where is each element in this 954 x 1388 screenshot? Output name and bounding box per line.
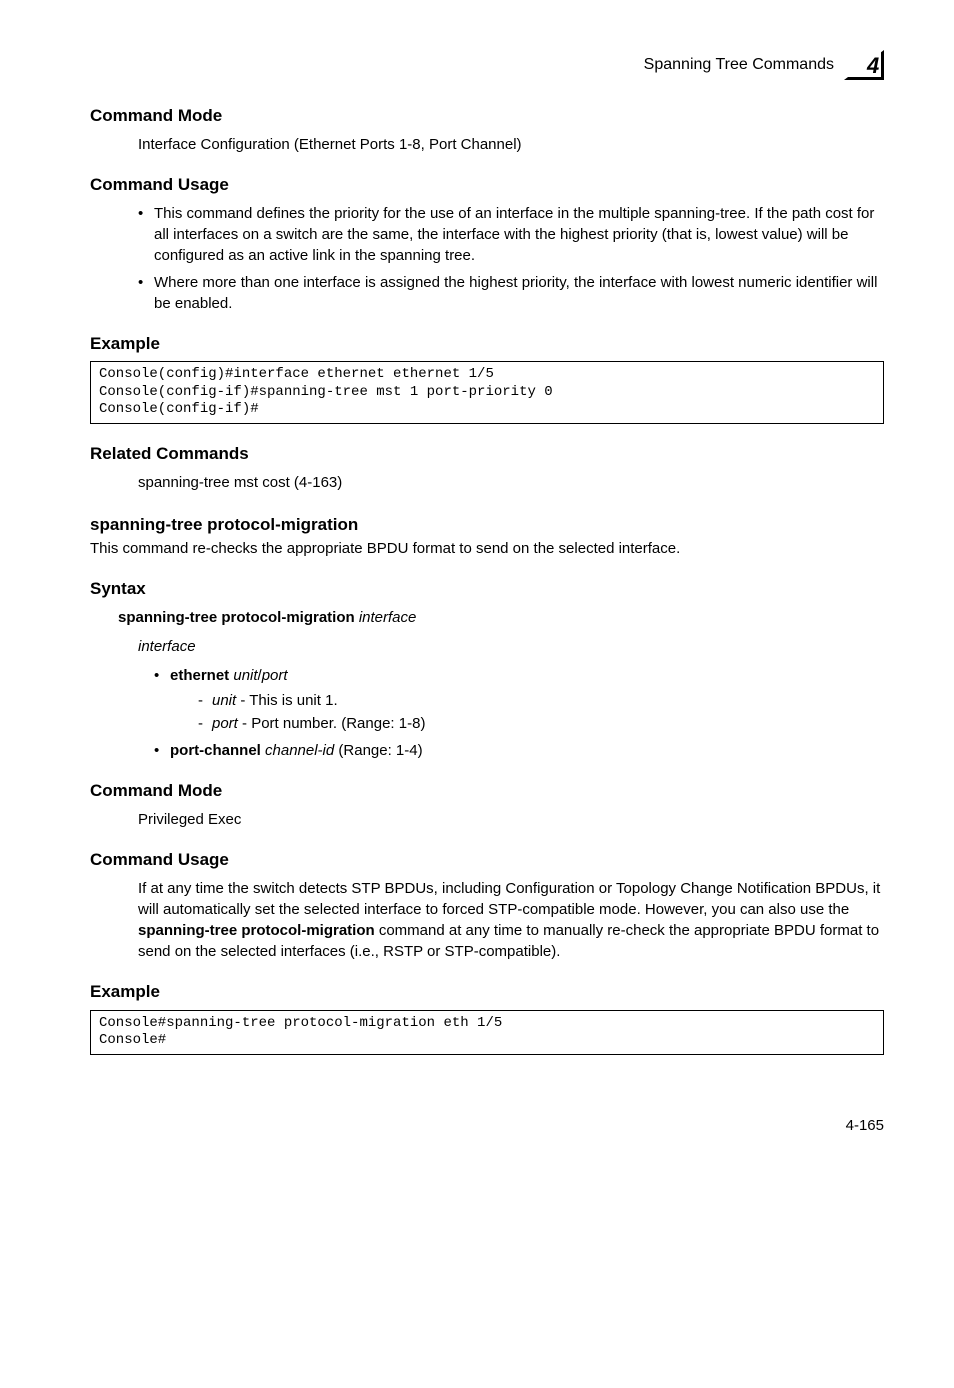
heading-command-mode-2: Command Mode bbox=[90, 779, 884, 803]
heading-related-commands: Related Commands bbox=[90, 442, 884, 466]
opt-ethernet-bold: ethernet bbox=[170, 667, 229, 684]
usage-pre: If at any time the switch detects STP BP… bbox=[138, 880, 880, 918]
opt-pc-bold: port-channel bbox=[170, 742, 261, 759]
heading-command-mode-1: Command Mode bbox=[90, 104, 884, 128]
sub-port-ital: port bbox=[212, 715, 238, 732]
heading-command-usage-2: Command Usage bbox=[90, 848, 884, 872]
syntax-arg: interface bbox=[355, 609, 417, 626]
sub-port: port - Port number. (Range: 1-8) bbox=[198, 713, 884, 734]
sub-port-rest: - Port number. (Range: 1-8) bbox=[238, 715, 426, 732]
heading-example-2: Example bbox=[90, 980, 884, 1004]
opt-ethernet-unit: unit bbox=[229, 667, 257, 684]
syntax-option-ethernet: ethernet unit/port unit - This is unit 1… bbox=[154, 665, 884, 734]
heading-command-usage-1: Command Usage bbox=[90, 173, 884, 197]
opt-pc-rest: (Range: 1-4) bbox=[334, 742, 422, 759]
text-command-mode-2: Privileged Exec bbox=[138, 809, 884, 830]
heading-example-1: Example bbox=[90, 332, 884, 356]
code-example-1: Console(config)#interface ethernet ether… bbox=[90, 361, 884, 424]
syntax-block: spanning-tree protocol-migration interfa… bbox=[118, 607, 884, 761]
usage-bullets-1: This command defines the priority for th… bbox=[90, 203, 884, 314]
usage-bullet: Where more than one interface is assigne… bbox=[138, 272, 884, 314]
sub-unit-rest: - This is unit 1. bbox=[236, 692, 337, 709]
usage-bullet: This command defines the priority for th… bbox=[138, 203, 884, 266]
opt-ethernet-port: port bbox=[262, 667, 288, 684]
chapter-badge: 4 bbox=[844, 50, 884, 80]
command-title: spanning-tree protocol-migration bbox=[90, 513, 884, 537]
syntax-cmd: spanning-tree protocol-migration bbox=[118, 609, 355, 626]
chapter-number: 4 bbox=[866, 53, 879, 78]
sub-unit-ital: unit bbox=[212, 692, 236, 709]
command-description: This command re-checks the appropriate B… bbox=[90, 538, 884, 559]
text-related-commands: spanning-tree mst cost (4-163) bbox=[138, 472, 884, 493]
syntax-options: ethernet unit/port unit - This is unit 1… bbox=[118, 665, 884, 761]
ethernet-sublist: unit - This is unit 1. port - Port numbe… bbox=[170, 690, 884, 734]
heading-syntax: Syntax bbox=[90, 577, 884, 601]
code-example-2: Console#spanning-tree protocol-migration… bbox=[90, 1010, 884, 1055]
text-command-usage-2: If at any time the switch detects STP BP… bbox=[138, 878, 884, 962]
header-title: Spanning Tree Commands bbox=[644, 54, 834, 76]
usage-bold: spanning-tree protocol-migration bbox=[138, 922, 375, 939]
text-command-mode-1: Interface Configuration (Ethernet Ports … bbox=[138, 134, 884, 155]
page-number: 4-165 bbox=[90, 1115, 884, 1136]
sub-unit: unit - This is unit 1. bbox=[198, 690, 884, 711]
page-header: Spanning Tree Commands 4 bbox=[90, 50, 884, 80]
syntax-option-portchannel: port-channel channel-id (Range: 1-4) bbox=[154, 740, 884, 761]
syntax-interface-label: interface bbox=[138, 636, 884, 657]
syntax-line: spanning-tree protocol-migration interfa… bbox=[118, 607, 884, 628]
opt-pc-ital: channel-id bbox=[261, 742, 334, 759]
